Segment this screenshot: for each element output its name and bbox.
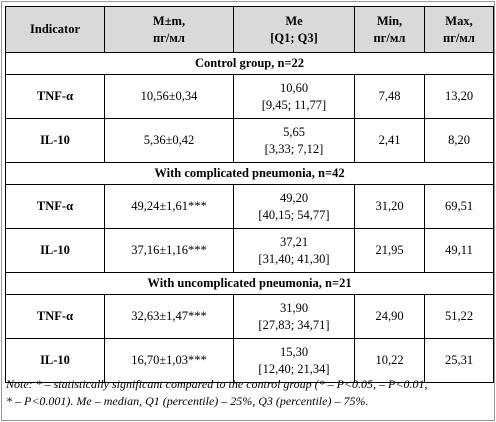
median-cell: 49,20 [40,15; 54,77] — [233, 184, 355, 229]
mean-cell: 37,16±1,16*** — [104, 228, 234, 273]
data-table: Indicator M±m, пг/мл Me [Q1; Q3] Min, пг/мл… — [5, 6, 494, 383]
indicator-cell: IL-10 — [5, 338, 105, 383]
table-row: TNF-α 49,24±1,61*** 49,20 [40,15; 54,77] … — [5, 184, 494, 229]
quartile-range: [40,15; 54,77] — [258, 207, 330, 222]
quartile-range: [9,45; 11,77] — [261, 97, 327, 112]
indicator-cell: IL-10 — [5, 118, 105, 163]
header-median: Me [Q1; Q3] — [233, 6, 355, 53]
median-cell: 5,65 [3,33; 7,12] — [233, 118, 355, 163]
header-indicator: Indicator — [5, 6, 105, 53]
max-cell: 25,31 — [424, 338, 494, 383]
header-min: Min, пг/мл — [354, 6, 425, 53]
min-cell: 31,20 — [354, 184, 425, 229]
max-cell: 8,20 — [424, 118, 494, 163]
median-cell: 10,60 [9,45; 11,77] — [233, 74, 355, 119]
median-cell: 37,21 [31,40; 41,30] — [233, 228, 355, 273]
group-title: With complicated pneumonia, n=42 — [5, 162, 494, 185]
header-mean-unit: пг/мл — [153, 30, 185, 45]
header-mean-label: M±m, — [152, 13, 186, 28]
median-value: 15,30 — [279, 344, 309, 359]
median-value: 31,90 — [279, 300, 309, 315]
median-value: 10,60 — [279, 80, 309, 95]
min-cell: 24,90 — [354, 294, 425, 339]
group-row: With complicated pneumonia, n=42 — [5, 162, 494, 185]
quartile-range: [27,83; 34,71] — [258, 317, 330, 332]
table-note: Note: * – statistically significant comp… — [6, 376, 490, 410]
group-title: Control group, n=22 — [5, 52, 494, 75]
header-max-unit: пг/мл — [443, 30, 475, 45]
header-max: Max, пг/мл — [424, 6, 494, 53]
header-row: Indicator M±m, пг/мл Me [Q1; Q3] Min, пг/мл… — [5, 6, 494, 53]
note-line-2: * – P<0.001). Me – median, Q1 (percentil… — [6, 394, 369, 408]
indicator-cell: TNF-α — [5, 74, 105, 119]
quartile-range: [31,40; 41,30] — [258, 251, 330, 266]
median-value: 37,21 — [279, 234, 309, 249]
header-median-label: Me — [285, 13, 303, 28]
header-max-label: Max, — [445, 13, 473, 28]
max-cell: 69,51 — [424, 184, 494, 229]
header-min-unit: пг/мл — [373, 30, 406, 45]
table-row: TNF-α 32,63±1,47*** 31,90 [27,83; 34,71] … — [5, 294, 494, 339]
max-cell: 51,22 — [424, 294, 494, 339]
min-cell: 10,22 — [354, 338, 425, 383]
indicator-cell: IL-10 — [5, 228, 105, 273]
header-mean: M±m, пг/мл — [104, 6, 234, 53]
group-row: Control group, n=22 — [5, 52, 494, 75]
max-cell: 13,20 — [424, 74, 494, 119]
mean-cell: 32,63±1,47*** — [104, 294, 234, 339]
min-cell: 2,41 — [354, 118, 425, 163]
max-cell: 49,11 — [424, 228, 494, 273]
header-median-range: [Q1; Q3] — [270, 30, 318, 45]
quartile-range: [3,33; 7,12] — [264, 141, 324, 156]
quartile-range: [12,40; 21,34] — [258, 361, 330, 376]
header-min-label: Min, — [376, 13, 403, 28]
table-row: IL-10 16,70±1,03*** 15,30 [12,40; 21,34] … — [5, 338, 494, 383]
mean-cell: 10,56±0,34 — [104, 74, 234, 119]
min-cell: 7,48 — [354, 74, 425, 119]
mean-cell: 49,24±1,61*** — [104, 184, 234, 229]
indicator-cell: TNF-α — [5, 294, 105, 339]
group-row: With uncomplicated pneumonia, n=21 — [5, 272, 494, 295]
table-row: IL-10 5,36±0,42 5,65 [3,33; 7,12] 2,41 8,… — [5, 118, 494, 163]
mean-cell: 5,36±0,42 — [104, 118, 234, 163]
table-row: IL-10 37,16±1,16*** 37,21 [31,40; 41,30] … — [5, 228, 494, 273]
table-row: TNF-α 10,56±0,34 10,60 [9,45; 11,77] 7,48… — [5, 74, 494, 119]
median-value: 49,20 — [279, 190, 309, 205]
median-cell: 31,90 [27,83; 34,71] — [233, 294, 355, 339]
note-line-1: Note: * – statistically significant comp… — [6, 377, 428, 391]
indicator-cell: TNF-α — [5, 184, 105, 229]
mean-cell: 16,70±1,03*** — [104, 338, 234, 383]
median-value: 5,65 — [283, 124, 305, 139]
min-cell: 21,95 — [354, 228, 425, 273]
group-title: With uncomplicated pneumonia, n=21 — [5, 272, 494, 295]
